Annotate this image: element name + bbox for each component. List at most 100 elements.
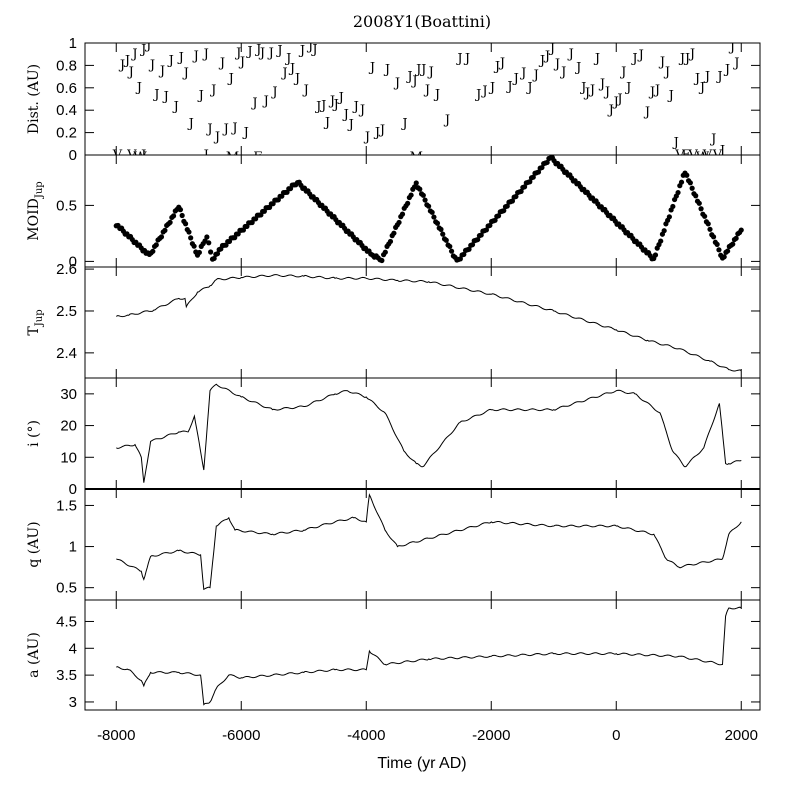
encounter-marker: J bbox=[192, 49, 199, 64]
moid-point bbox=[413, 180, 419, 186]
encounter-marker: J bbox=[703, 69, 710, 84]
encounter-marker: J bbox=[202, 148, 209, 163]
x-tick-label: -4000 bbox=[347, 727, 385, 744]
moid-point bbox=[501, 208, 507, 214]
encounter-marker: V bbox=[712, 148, 723, 163]
moid-point bbox=[495, 213, 502, 219]
encounter-marker: J bbox=[543, 49, 550, 64]
encounter-marker: V bbox=[687, 148, 698, 163]
moid-point bbox=[466, 246, 472, 252]
y-tick-label: 2.4 bbox=[56, 345, 77, 362]
encounter-marker: J bbox=[519, 66, 526, 81]
encounter-marker: J bbox=[347, 118, 354, 133]
encounter-marker: J bbox=[663, 65, 670, 80]
encounter-marker: J bbox=[532, 68, 539, 83]
plot-area bbox=[116, 606, 742, 706]
moid-point bbox=[379, 257, 385, 264]
encounter-marker: J bbox=[709, 132, 716, 147]
encounter-marker: M bbox=[410, 150, 423, 165]
encounter-marker: J bbox=[337, 91, 344, 106]
moid-point bbox=[177, 207, 184, 213]
moid-point bbox=[417, 186, 423, 192]
encounter-marker: J bbox=[593, 51, 600, 66]
panel-frame bbox=[84, 266, 761, 379]
encounter-marker: J bbox=[488, 81, 495, 96]
moid-point bbox=[504, 203, 510, 209]
encounter-marker: J bbox=[525, 81, 532, 96]
y-axis-label: Dist. (AU) bbox=[26, 64, 42, 134]
plot-area bbox=[116, 493, 742, 591]
moid-point bbox=[707, 226, 713, 232]
y-tick-label: 1 bbox=[69, 539, 77, 556]
encounter-marker: J bbox=[358, 103, 365, 118]
moid-point bbox=[733, 235, 739, 241]
moid-point bbox=[469, 242, 476, 248]
moid-point bbox=[696, 200, 702, 206]
encounter-marker: J bbox=[352, 100, 359, 115]
y-axis-label: TJup bbox=[26, 309, 45, 335]
semimajor-line bbox=[116, 606, 742, 706]
plot-area bbox=[113, 155, 744, 264]
encounter-marker: J bbox=[579, 81, 586, 96]
y-axis-label-sub: Jup bbox=[34, 181, 45, 199]
encounter-marker: J bbox=[205, 122, 212, 137]
encounter-marker: J bbox=[455, 51, 462, 66]
encounter-marker: J bbox=[202, 47, 209, 62]
encounter-marker: J bbox=[245, 45, 252, 60]
encounter-marker: E bbox=[253, 150, 263, 165]
encounter-marker: J bbox=[630, 51, 637, 66]
encounter-marker: J bbox=[637, 48, 644, 63]
perihelion-line bbox=[116, 493, 742, 591]
y-tick-label: 0.8 bbox=[56, 57, 77, 74]
moid-point bbox=[387, 238, 394, 245]
moid-point bbox=[714, 241, 720, 247]
moid-point bbox=[158, 234, 165, 240]
encounter-marker: J bbox=[603, 85, 610, 100]
encounter-marker: E bbox=[682, 148, 692, 163]
moid-point bbox=[208, 249, 214, 255]
encounter-marker: J bbox=[298, 44, 305, 59]
encounter-marker: J bbox=[284, 51, 291, 66]
moid-point bbox=[716, 247, 722, 253]
encounter-marker: J bbox=[118, 58, 125, 73]
encounter-marker: J bbox=[323, 115, 330, 130]
encounter-marker: J bbox=[234, 46, 241, 61]
moid-point bbox=[457, 256, 463, 262]
encounter-marker: J bbox=[383, 63, 390, 78]
panel-perihelion: 0.5 1 1.5 q (AU) bbox=[26, 488, 761, 601]
moid-point bbox=[544, 159, 550, 166]
encounter-marker: J bbox=[498, 56, 505, 71]
moid-point bbox=[170, 213, 177, 219]
encounter-marker: J bbox=[270, 85, 277, 100]
moid-point bbox=[509, 198, 516, 204]
y-tick-label: 3.5 bbox=[56, 667, 77, 684]
moid-point bbox=[725, 248, 731, 254]
encounter-marker: J bbox=[423, 83, 430, 98]
x-tick-label: 0 bbox=[612, 727, 620, 744]
encounter-marker: J bbox=[393, 76, 400, 91]
encounter-marker: J bbox=[162, 90, 169, 105]
encounter-marker: J bbox=[493, 59, 500, 74]
encounter-marker: J bbox=[624, 81, 631, 96]
encounter-marker: J bbox=[250, 96, 257, 111]
encounter-marker: J bbox=[342, 107, 349, 122]
encounter-marker: J bbox=[658, 55, 665, 70]
moid-point bbox=[399, 211, 406, 217]
encounter-marker: J bbox=[293, 72, 300, 87]
encounter-marker: J bbox=[698, 81, 705, 96]
moid-point bbox=[162, 227, 168, 233]
moid-point bbox=[530, 174, 536, 180]
encounter-marker: W bbox=[696, 150, 710, 165]
moid-point bbox=[705, 221, 711, 227]
y-tick-label: 1 bbox=[69, 35, 77, 52]
encounter-marker: J bbox=[135, 81, 142, 96]
moid-point bbox=[492, 217, 498, 223]
encounter-marker: J bbox=[378, 123, 385, 138]
encounter-marker: J bbox=[688, 47, 695, 62]
y-tick-label: 2.5 bbox=[56, 303, 77, 320]
moid-point bbox=[461, 251, 467, 257]
moid-point bbox=[518, 188, 524, 194]
encounter-marker: J bbox=[615, 92, 622, 107]
encounter-marker: J bbox=[718, 143, 725, 158]
